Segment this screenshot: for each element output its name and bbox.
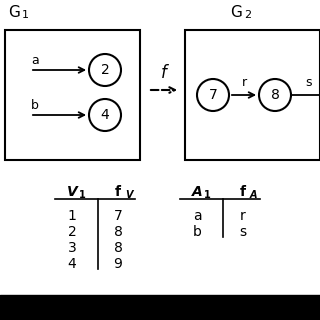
Text: f: f: [115, 185, 121, 199]
Text: r: r: [241, 76, 247, 89]
Text: 4: 4: [68, 257, 76, 271]
Text: a: a: [31, 54, 39, 67]
Text: G: G: [8, 5, 20, 20]
Text: 9: 9: [114, 257, 123, 271]
Text: 1: 1: [22, 10, 29, 20]
Text: A: A: [192, 185, 202, 199]
Circle shape: [197, 79, 229, 111]
Circle shape: [89, 54, 121, 86]
Text: 2: 2: [68, 225, 76, 239]
Text: 4: 4: [100, 108, 109, 122]
Bar: [185, 30, 320, 160]
Text: b: b: [193, 225, 201, 239]
Text: 8: 8: [114, 225, 123, 239]
Text: 1: 1: [68, 209, 76, 223]
Text: 1: 1: [204, 190, 211, 200]
Text: 7: 7: [114, 209, 122, 223]
Text: V: V: [67, 185, 77, 199]
Text: 7: 7: [209, 88, 217, 102]
Text: A: A: [250, 190, 258, 200]
Text: 2: 2: [244, 10, 251, 20]
Text: V: V: [125, 190, 132, 200]
Text: b: b: [31, 99, 39, 112]
Text: 1: 1: [79, 190, 86, 200]
Text: s: s: [305, 76, 311, 89]
Text: f: f: [240, 185, 246, 199]
Text: 2: 2: [100, 63, 109, 77]
Text: f: f: [161, 64, 167, 82]
Text: 8: 8: [271, 88, 279, 102]
Bar: [5, 30, 140, 160]
Circle shape: [259, 79, 291, 111]
Text: 8: 8: [114, 241, 123, 255]
Text: G: G: [230, 5, 242, 20]
Circle shape: [89, 99, 121, 131]
Text: r: r: [240, 209, 246, 223]
Text: 3: 3: [68, 241, 76, 255]
Text: s: s: [239, 225, 247, 239]
Text: a: a: [193, 209, 201, 223]
